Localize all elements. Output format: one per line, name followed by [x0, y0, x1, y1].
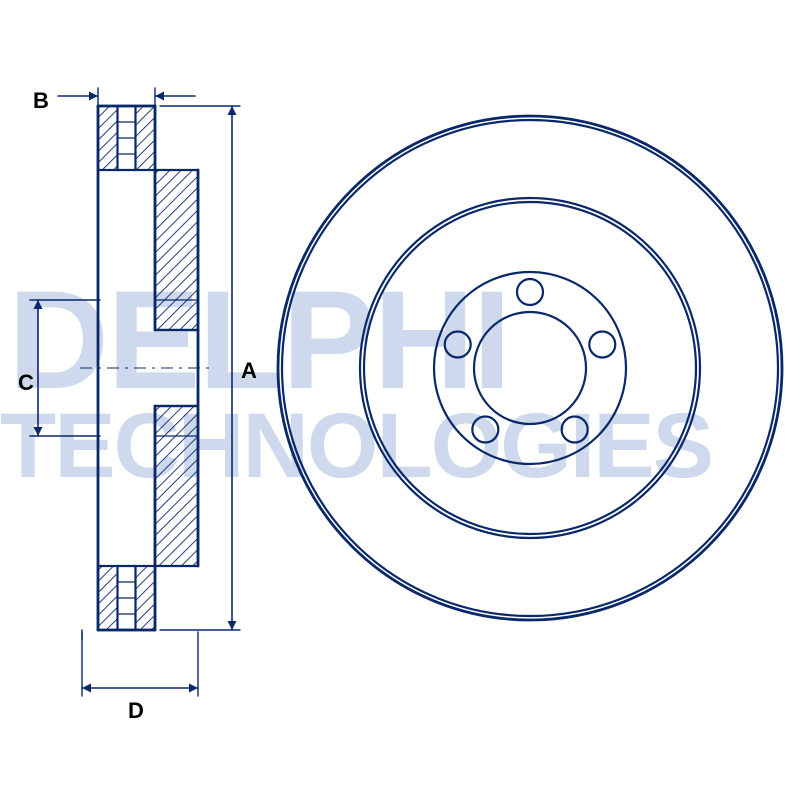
dim-label-a: A	[241, 358, 257, 384]
technical-drawing	[0, 0, 800, 800]
dim-label-b: B	[33, 88, 49, 114]
face-view	[278, 116, 782, 620]
dim-label-d: D	[128, 698, 144, 724]
side-view	[80, 106, 212, 640]
dim-label-c: C	[18, 370, 34, 396]
